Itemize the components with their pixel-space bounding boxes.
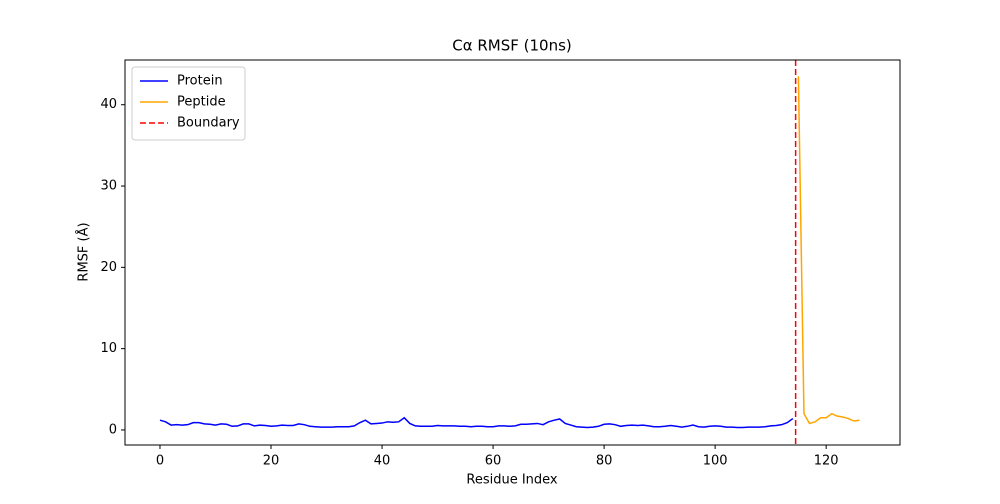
x-tick-label: 20	[263, 454, 280, 469]
x-tick-label: 80	[596, 454, 613, 469]
y-tick-label: 20	[100, 260, 117, 275]
x-tick-label: 40	[374, 454, 391, 469]
legend-label: Protein	[177, 74, 223, 89]
y-axis-label: RMSF (Å)	[76, 222, 92, 281]
legend-box	[131, 66, 246, 141]
legend-label: Peptide	[177, 95, 226, 110]
y-tick-label: 40	[100, 97, 117, 112]
series-line	[159, 416, 794, 429]
y-tick-label: 0	[109, 422, 117, 437]
x-tick-label: 100	[703, 454, 728, 469]
chart-title: Cα RMSF (10ns)	[452, 37, 572, 55]
x-axis-label: Residue Index	[466, 473, 558, 488]
plot-frame	[124, 59, 901, 446]
y-tick-label: 10	[100, 341, 117, 356]
legend-label: Boundary	[177, 116, 240, 131]
x-tick-label: 60	[485, 454, 502, 469]
x-tick-label: 120	[814, 454, 839, 469]
series-line	[797, 76, 860, 425]
x-tick-label: 0	[156, 454, 164, 469]
y-tick-label: 30	[100, 179, 117, 194]
